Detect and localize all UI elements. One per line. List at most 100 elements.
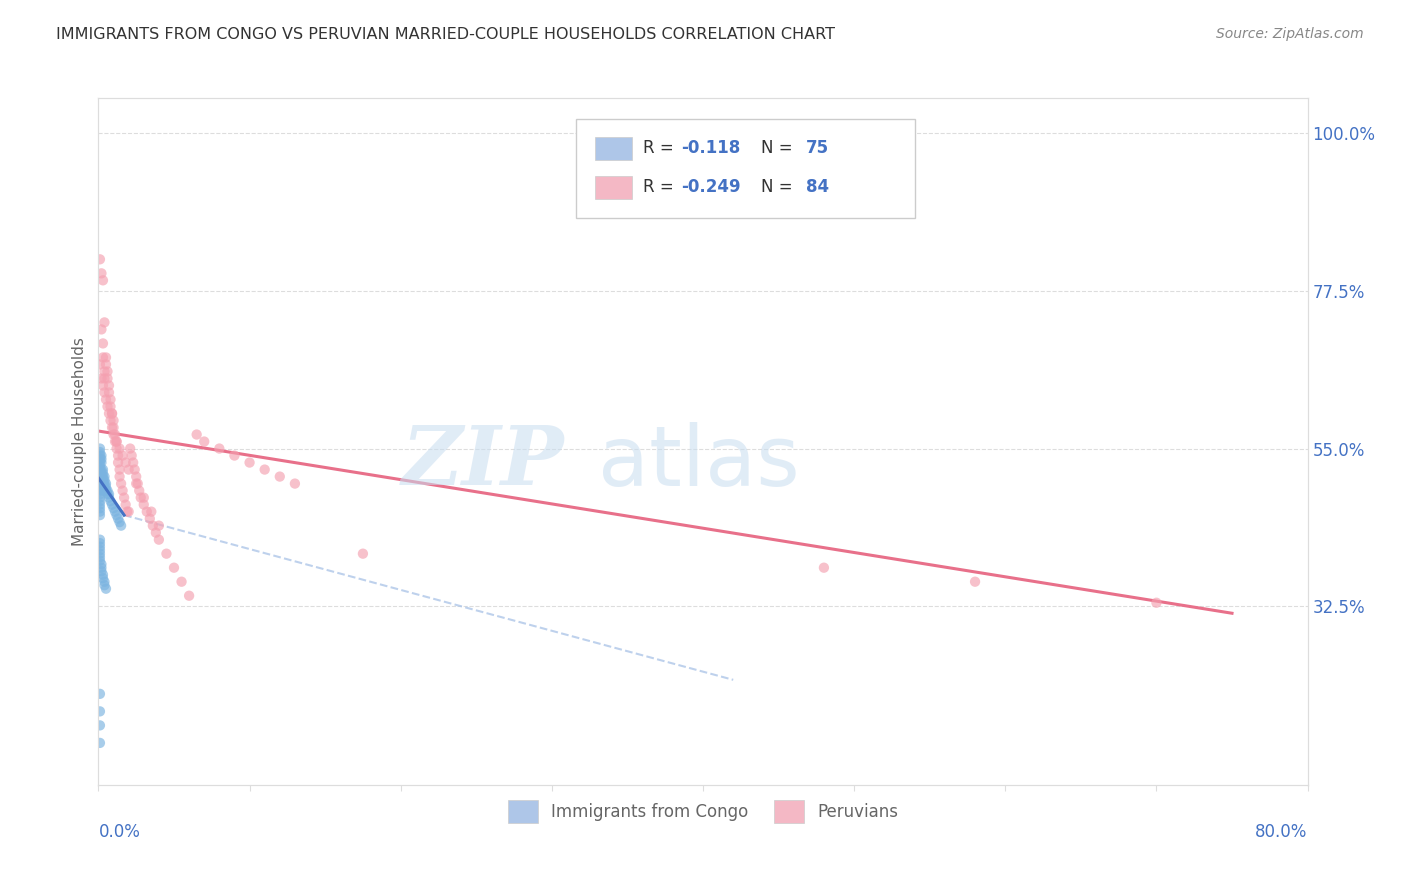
Point [114,498,136,512]
Y-axis label: Married-couple Households: Married-couple Households [72,337,87,546]
Point [98,491,121,505]
Point [91,483,114,498]
Point [90,456,112,470]
Point [208,442,231,456]
Point [96,364,118,378]
Point [98,407,121,421]
Point [253,462,276,476]
Point [148,533,170,547]
Point [89,456,111,470]
Point [90,452,112,467]
Point [284,476,307,491]
Point [94,476,117,491]
Point [90,564,112,578]
Point [93,473,115,487]
Point [89,505,111,519]
Point [89,462,111,476]
Point [112,491,135,505]
Point [965,574,987,589]
Point [186,427,208,442]
Point [104,505,127,519]
Point [155,547,177,561]
Point [89,483,111,498]
Point [100,494,122,508]
Point [89,533,111,547]
Point [93,385,115,400]
Point [98,385,121,400]
Point [91,273,114,287]
Point [103,420,125,434]
Text: R =: R = [643,139,679,157]
Point [129,491,152,505]
Point [100,392,122,407]
Point [114,456,136,470]
Point [105,434,128,449]
Point [101,420,124,434]
Point [127,476,149,491]
Point [91,473,114,487]
Point [111,449,134,463]
Point [179,589,201,603]
Point [193,434,215,449]
Point [90,449,112,463]
FancyBboxPatch shape [595,176,631,199]
Point [91,480,114,494]
Point [108,442,131,456]
Point [89,536,111,550]
Point [91,469,114,483]
Point [93,476,115,491]
Point [89,736,111,750]
Point [122,456,145,470]
Point [89,501,111,516]
Point [107,456,129,470]
Point [90,466,112,480]
FancyBboxPatch shape [595,136,631,160]
FancyBboxPatch shape [576,119,915,219]
Point [89,466,111,480]
Point [96,483,118,498]
Point [224,449,246,463]
Point [89,358,111,372]
Point [91,571,114,585]
Point [89,687,111,701]
Point [813,560,835,574]
Text: 80.0%: 80.0% [1256,822,1308,841]
Point [120,442,142,456]
Point [115,505,138,519]
Point [124,462,146,476]
Point [89,498,111,512]
Point [108,469,131,483]
Point [269,469,291,483]
Point [104,434,127,449]
Point [89,550,111,565]
Point [90,480,112,494]
Point [89,469,111,483]
Point [90,322,112,336]
Point [91,378,114,392]
Point [111,483,134,498]
Point [145,525,167,540]
Point [90,476,112,491]
Point [1144,596,1167,610]
Point [96,487,118,501]
Point [101,407,124,421]
Point [148,518,170,533]
Point [90,560,112,574]
Point [98,487,121,501]
Point [89,442,111,456]
Point [107,511,129,525]
Point [89,252,111,267]
Point [139,511,162,525]
Point [128,483,150,498]
Point [90,371,112,385]
Text: N =: N = [761,139,799,157]
Point [90,557,112,572]
Point [91,336,114,351]
Point [163,560,186,574]
Point [93,371,115,385]
Text: IMMIGRANTS FROM CONGO VS PERUVIAN MARRIED-COUPLE HOUSEHOLDS CORRELATION CHART: IMMIGRANTS FROM CONGO VS PERUVIAN MARRIE… [56,27,835,42]
Text: R =: R = [643,178,679,196]
Point [101,407,124,421]
Point [89,458,111,473]
Point [89,494,111,508]
